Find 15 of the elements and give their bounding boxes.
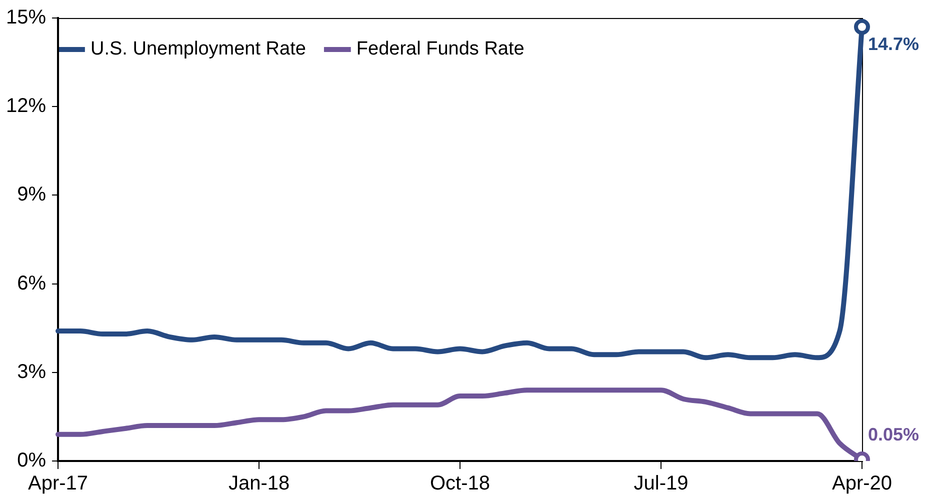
y-tick-label: 9%: [17, 184, 46, 206]
legend-label: U.S. Unemployment Rate: [90, 38, 306, 60]
annotation: 0.05%: [868, 424, 920, 444]
y-tick-label: 15%: [6, 6, 46, 29]
x-tick-label: Oct-18: [430, 472, 490, 495]
y-tick-label: 6%: [17, 272, 46, 294]
annotation: 14.7%: [868, 34, 920, 54]
y-tick-label: 3%: [17, 360, 46, 383]
y-tick-label: 0%: [17, 450, 46, 472]
y-tick-label: 12%: [6, 95, 46, 118]
x-tick-label: Apr-20: [832, 472, 892, 495]
x-tick-label: Jan-18: [228, 472, 290, 495]
legend-label: Federal Funds Rate: [356, 38, 524, 60]
x-tick-label: Apr-17: [28, 472, 88, 495]
x-tick-label: Jul-19: [634, 472, 688, 495]
